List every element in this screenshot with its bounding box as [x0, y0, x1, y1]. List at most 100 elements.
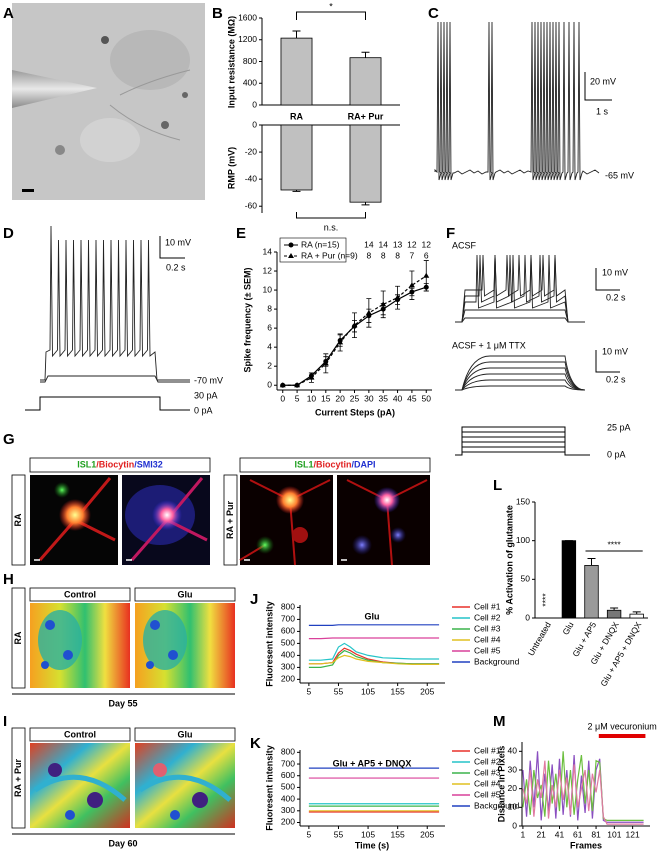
x-tick-label: 50 — [422, 393, 432, 403]
y-tick-label: 400 — [281, 650, 295, 660]
panel-label: G — [3, 431, 15, 448]
y-tick-label: 300 — [281, 662, 295, 672]
y-tick-label: 500 — [281, 638, 295, 648]
bar — [561, 540, 577, 619]
category-label: Glu — [560, 620, 575, 637]
n-count: 14 — [364, 239, 374, 249]
series-line — [308, 637, 440, 640]
panel-label: H — [3, 571, 14, 588]
column-label: Glu — [178, 729, 193, 739]
y-tick-label: 800 — [281, 747, 295, 757]
trace — [455, 385, 586, 391]
series-line — [282, 275, 427, 386]
marker — [423, 272, 430, 278]
legend-label: Cell #3 — [474, 767, 501, 777]
x-tick-label: 121 — [626, 829, 640, 839]
x-tick-label: 10 — [307, 393, 317, 403]
column-label: Control — [64, 589, 96, 599]
y-tick-label: 200 — [281, 817, 295, 827]
significance-bracket — [296, 11, 366, 20]
x-tick-label: 0 — [280, 393, 285, 403]
y-tick-label: 150 — [516, 496, 530, 506]
marker — [351, 322, 358, 328]
legend-label: Cell #5 — [474, 789, 501, 799]
x-tick-label: 40 — [393, 393, 403, 403]
y-tick-label: -20 — [245, 146, 258, 156]
x-tick-label: 15 — [321, 393, 331, 403]
x-tick-label: 105 — [361, 829, 375, 839]
x-tick-label: 21 — [536, 829, 546, 839]
row-label: RA — [13, 631, 23, 644]
x-tick-label: 155 — [391, 829, 405, 839]
y-tick-label: 40 — [508, 746, 518, 756]
baseline-label: -65 mV — [605, 170, 634, 180]
y-tick-label: 800 — [243, 56, 257, 66]
x-tick-label: 35 — [378, 393, 388, 403]
x-tick-label: 1 — [521, 829, 526, 839]
y-tick-label: 14 — [263, 246, 273, 256]
x-tick-label: 205 — [420, 686, 434, 696]
y-tick-label: 50 — [521, 574, 531, 584]
category-label: RA+ Pur — [348, 111, 384, 121]
n-count: 13 — [393, 239, 403, 249]
y-tick-label: 800 — [281, 602, 295, 612]
scale-bar — [159, 236, 185, 259]
y-tick-label: 1600 — [238, 12, 257, 22]
x-axis-label: Frames — [570, 840, 602, 850]
marker — [394, 294, 401, 300]
y-axis-label: Spike frequency (± SEM) — [242, 268, 252, 373]
y-tick-label: 700 — [281, 758, 295, 768]
micrograph — [12, 3, 205, 200]
x-tick-label: 81 — [591, 829, 601, 839]
panel-label: C — [428, 5, 439, 22]
bar — [606, 609, 622, 619]
panel-label: A — [3, 5, 14, 22]
bar — [584, 565, 599, 619]
trace — [455, 355, 586, 391]
marker — [380, 301, 387, 307]
n-count: 12 — [422, 239, 432, 249]
trace — [40, 225, 190, 381]
y-tick-label: 0 — [252, 99, 257, 109]
trace — [455, 254, 585, 323]
scale-label: 10 mV — [602, 267, 628, 277]
treatment-label: 2 μM vecuronium — [588, 721, 657, 731]
x-tick-label: 55 — [334, 829, 344, 839]
series-line — [308, 642, 440, 661]
significance-bracket — [296, 212, 366, 219]
scale-bar — [584, 72, 612, 101]
error-bar — [292, 189, 301, 192]
y-tick-label: 700 — [281, 614, 295, 624]
y-tick-label: 0 — [525, 612, 530, 622]
row-label: RA — [13, 513, 23, 526]
legend-label: RA (n=15) — [301, 239, 340, 249]
marker — [279, 382, 286, 388]
n-count: 7 — [410, 250, 415, 260]
y-tick-label: 0 — [267, 379, 272, 389]
y-tick-label: 0 — [252, 119, 257, 129]
y-tick-label: 1200 — [238, 34, 257, 44]
y-tick-label: -40 — [245, 173, 258, 183]
category-label: Glu + AP5 + DNQX — [598, 620, 643, 688]
scale-label: 10 mV — [602, 346, 628, 356]
y-axis-label: Input resistance (MΩ) — [226, 16, 236, 108]
y-axis-label: Fluoresent intensity — [264, 601, 274, 687]
trace — [455, 317, 585, 323]
x-tick-label: 41 — [555, 829, 565, 839]
y-tick-label: 2 — [267, 360, 272, 370]
x-tick-label: 101 — [607, 829, 621, 839]
trace — [434, 21, 600, 181]
image-panel-i: Control Glu RA + Pur Day 60 — [11, 727, 236, 848]
x-tick-label: 25 — [350, 393, 360, 403]
n-count: 12 — [407, 239, 417, 249]
x-tick-label: 5 — [307, 829, 312, 839]
x-tick-label: 5 — [307, 686, 312, 696]
y-tick-label: 8 — [267, 303, 272, 313]
stimulus — [455, 426, 590, 456]
condition-label: ACSF + 1 μM TTX — [452, 340, 526, 350]
row-label: RA + Pur — [13, 759, 23, 797]
chart-title: Glu + AP5 + DNQX — [333, 758, 412, 768]
y-axis-label: Fluoresent intensity — [264, 745, 274, 831]
legend-label: Background — [474, 800, 520, 810]
legend-label: Cell #4 — [474, 634, 501, 644]
